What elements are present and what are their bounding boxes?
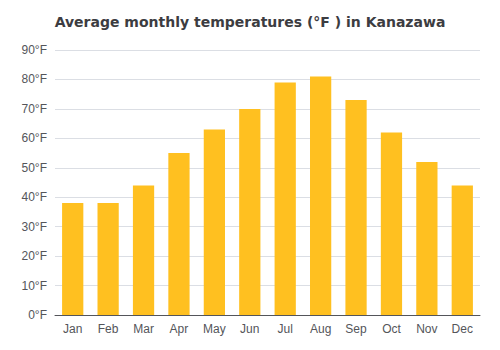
svg-text:70°F: 70°F — [22, 102, 47, 116]
svg-text:Average monthly temperatures (: Average monthly temperatures (°F ) in Ka… — [55, 14, 446, 30]
svg-text:80°F: 80°F — [22, 72, 47, 86]
svg-text:Jul: Jul — [278, 322, 293, 336]
svg-text:Feb: Feb — [98, 322, 119, 336]
svg-text:20°F: 20°F — [22, 249, 47, 263]
svg-text:60°F: 60°F — [22, 131, 47, 145]
svg-text:Nov: Nov — [416, 322, 437, 336]
svg-text:40°F: 40°F — [22, 190, 47, 204]
svg-text:Sep: Sep — [345, 322, 367, 336]
svg-text:90°F: 90°F — [22, 43, 47, 57]
svg-text:May: May — [203, 322, 226, 336]
svg-text:Jan: Jan — [63, 322, 82, 336]
svg-text:Mar: Mar — [133, 322, 154, 336]
svg-text:Apr: Apr — [170, 322, 189, 336]
svg-text:Jun: Jun — [240, 322, 259, 336]
svg-text:0°F: 0°F — [28, 308, 47, 322]
svg-text:Oct: Oct — [382, 322, 401, 336]
svg-text:30°F: 30°F — [22, 220, 47, 234]
svg-text:10°F: 10°F — [22, 279, 47, 293]
svg-text:50°F: 50°F — [22, 161, 47, 175]
svg-text:Dec: Dec — [452, 322, 473, 336]
svg-text:Aug: Aug — [310, 322, 331, 336]
